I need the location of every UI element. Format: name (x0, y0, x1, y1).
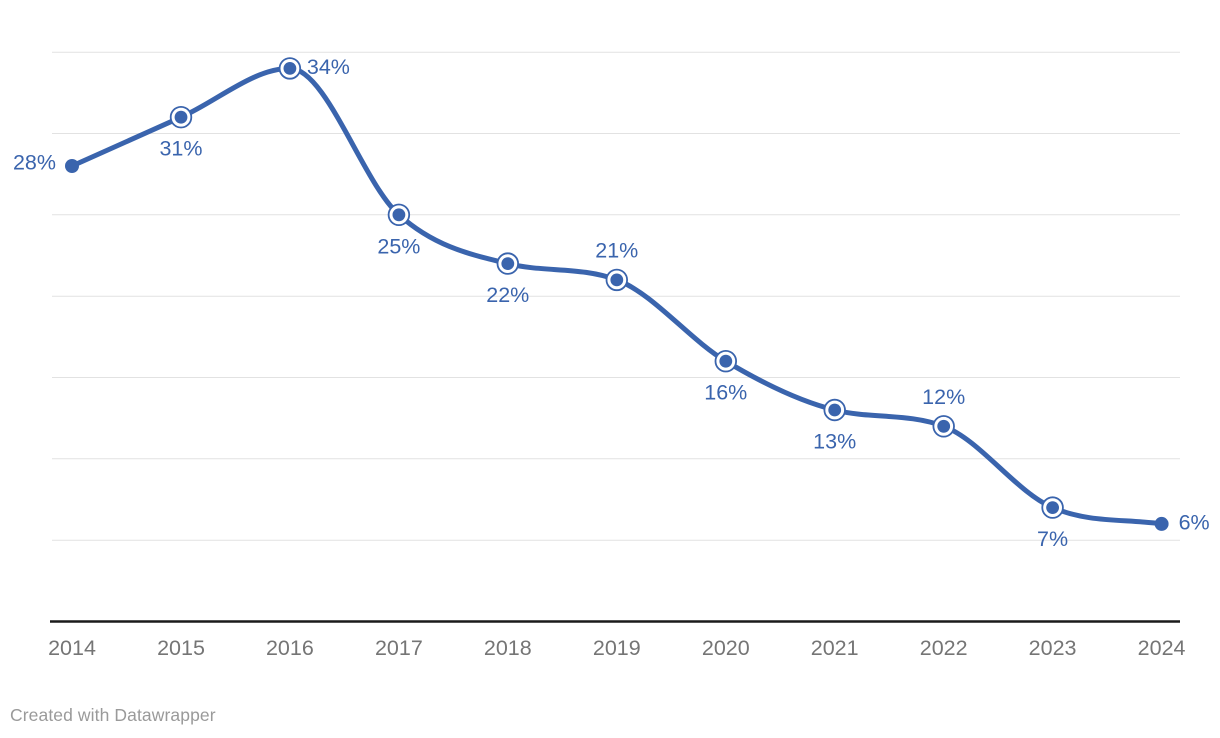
x-tick-label-2017: 2017 (375, 636, 423, 660)
value-label-2017: 25% (377, 234, 420, 258)
marker-dot (65, 159, 79, 173)
x-tick-label-2021: 2021 (811, 636, 859, 660)
x-tick-label-2016: 2016 (266, 636, 314, 660)
value-label-2014: 28% (13, 151, 56, 175)
marker-dot (1046, 501, 1059, 514)
value-label-2019: 21% (595, 238, 638, 262)
value-label-2022: 12% (922, 385, 965, 409)
marker-dot (283, 62, 297, 75)
value-label-2016: 34% (307, 55, 350, 79)
data-point-2018[interactable] (496, 252, 520, 275)
marker-dot (501, 257, 515, 270)
marker-dot (392, 208, 406, 222)
value-label-2023: 7% (1037, 527, 1068, 551)
data-point-2016[interactable] (278, 57, 302, 80)
x-tick-label-2020: 2020 (702, 636, 750, 660)
x-tick-label-2014: 2014 (48, 636, 96, 660)
x-tick-label-2015: 2015 (157, 636, 205, 660)
value-label-2018: 22% (486, 283, 529, 307)
marker-dot (610, 273, 624, 287)
value-label-2015: 31% (159, 137, 202, 161)
data-point-2020[interactable] (714, 350, 738, 373)
marker-dot (719, 354, 733, 368)
data-point-2024[interactable] (1154, 516, 1169, 531)
value-label-2021: 13% (813, 430, 856, 454)
value-label-2020: 16% (704, 381, 747, 405)
x-tick-label-2019: 2019 (593, 636, 641, 660)
x-tick-label-2023: 2023 (1029, 636, 1077, 660)
data-point-2022[interactable] (932, 415, 955, 438)
datawrapper-credit-link[interactable]: Created with Datawrapper (10, 705, 216, 725)
x-tick-labels-group: 2014 2015 2016 2017 2018 2019 2020 2021 2022 2023… (48, 636, 1185, 660)
marker-dot (828, 403, 842, 417)
gridlines-group (52, 51, 1180, 541)
data-points-group (65, 57, 1169, 531)
data-point-2017[interactable] (387, 203, 411, 227)
value-label-2024: 6% (1179, 510, 1210, 534)
data-point-2019[interactable] (605, 268, 629, 292)
marker-dot (174, 110, 188, 124)
marker-dot (1154, 516, 1169, 531)
data-point-2023[interactable] (1041, 496, 1064, 519)
value-labels-group: 28% 31% 34% 25% 22% 21% 16% 13% 12% 7% 6% (13, 55, 1210, 551)
x-tick-label-2018: 2018 (484, 636, 532, 660)
marker-dot (937, 419, 951, 433)
x-tick-label-2022: 2022 (920, 636, 968, 660)
data-point-2021[interactable] (823, 398, 846, 422)
data-point-2015[interactable] (169, 105, 193, 129)
x-tick-label-2024: 2024 (1138, 636, 1186, 660)
data-point-2014[interactable] (65, 159, 79, 173)
